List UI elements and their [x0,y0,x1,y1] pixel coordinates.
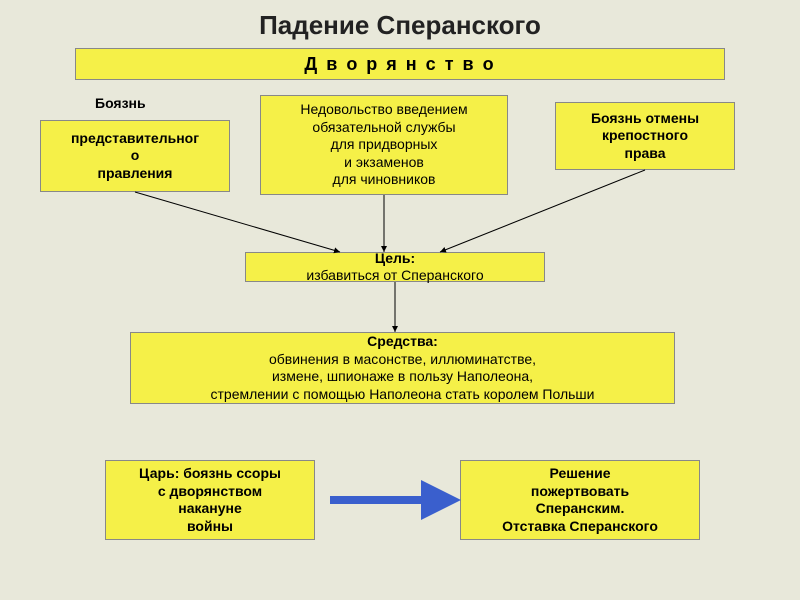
reason-serfdom-abolition: Боязнь отменыкрепостногоправа [555,102,735,170]
decision-box: РешениепожертвоватьСперанским.Отставка С… [460,460,700,540]
means-box: Средства: обвинения в масонстве, иллюмин… [130,332,675,404]
reason-representative-govt: представительногоправления [40,120,230,192]
reason-service-exams: Недовольство введениемобязательной служб… [260,95,508,195]
page-title: Падение Сперанского [0,0,800,41]
fear-label: Боязнь [95,95,146,111]
goal-box: Цель: избавиться от Сперанского [245,252,545,282]
tsar-box: Царь: боязнь ссорыс дворянствомнаканунев… [105,460,315,540]
nobility-box: Д в о р я н с т в о [75,48,725,80]
